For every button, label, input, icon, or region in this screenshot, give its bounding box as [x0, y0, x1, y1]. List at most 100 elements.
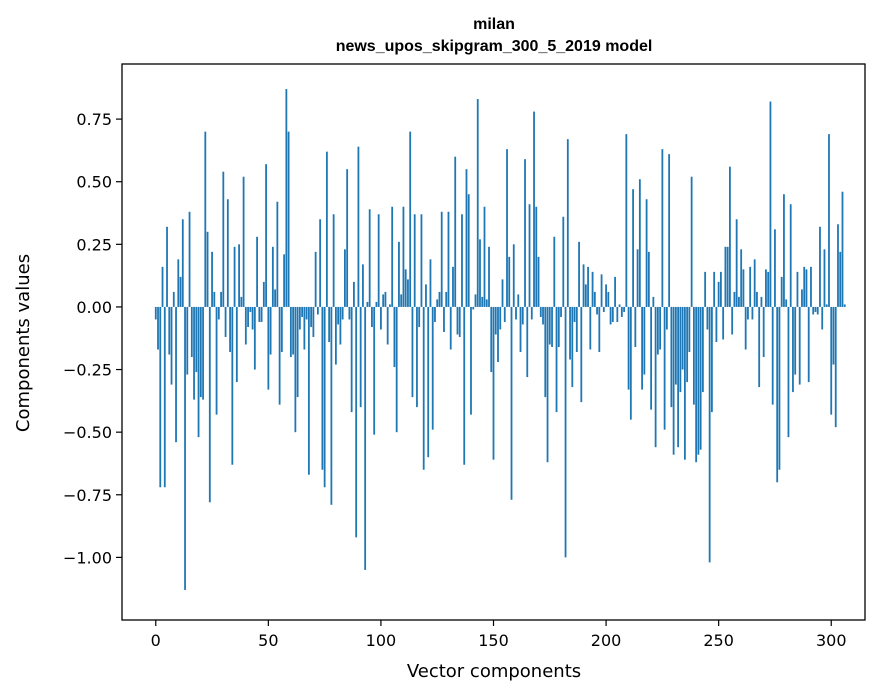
bar	[188, 211, 191, 307]
bar	[276, 201, 279, 307]
bar	[157, 306, 159, 350]
bar	[729, 166, 731, 307]
bar	[650, 306, 653, 410]
bar	[546, 306, 549, 463]
x-tick-label: 250	[703, 631, 734, 650]
bar	[247, 306, 249, 327]
bar	[837, 224, 839, 307]
bar	[416, 306, 418, 408]
bar	[816, 306, 819, 315]
bar	[422, 306, 425, 470]
bar	[386, 306, 389, 345]
bar	[605, 284, 607, 307]
bar	[821, 306, 824, 330]
bar	[310, 306, 313, 327]
x-tick-label: 50	[258, 631, 278, 650]
bar	[339, 306, 342, 345]
bar	[551, 306, 553, 348]
bar	[555, 306, 558, 413]
bar	[839, 251, 842, 307]
bar	[492, 306, 495, 460]
y-tick-label: 0.75	[76, 110, 112, 129]
bar	[575, 306, 578, 353]
bar	[515, 306, 517, 320]
bar	[481, 296, 484, 307]
bar	[242, 176, 245, 307]
bar	[355, 306, 358, 538]
bar	[474, 294, 477, 307]
bar	[602, 306, 605, 312]
bar	[843, 304, 846, 307]
bar	[688, 306, 691, 353]
bar	[798, 306, 801, 385]
y-axis-ticks: −1.00 −0.75 −0.50 −0.25 0.00 0.25 0.50 0.75	[63, 110, 122, 567]
bar	[407, 279, 409, 307]
bar	[418, 306, 421, 327]
bar	[701, 306, 704, 393]
bar	[526, 306, 529, 378]
bar	[794, 306, 797, 375]
bar	[398, 241, 400, 307]
bar	[638, 179, 641, 307]
bar	[436, 299, 439, 307]
bar	[440, 211, 443, 307]
bar	[283, 254, 286, 307]
bar	[717, 281, 720, 307]
bar	[582, 264, 585, 307]
bar	[692, 306, 695, 405]
bar	[465, 169, 468, 307]
bar	[278, 306, 281, 405]
bar	[269, 306, 272, 355]
bar	[213, 291, 216, 307]
bar	[445, 291, 448, 307]
y-tick-label: −1.00	[63, 548, 112, 567]
bar	[645, 199, 648, 307]
x-tick-label: 0	[151, 631, 161, 650]
bar	[314, 251, 317, 307]
bar	[679, 306, 682, 393]
bar	[776, 306, 779, 483]
bar	[325, 151, 328, 307]
bar	[177, 259, 180, 307]
bar	[294, 306, 297, 433]
bar	[301, 306, 304, 317]
bar	[756, 291, 758, 307]
bar	[738, 296, 740, 307]
bar	[382, 294, 385, 307]
bar	[672, 306, 675, 455]
bar	[834, 306, 837, 428]
bar	[564, 306, 567, 558]
bar	[699, 306, 702, 450]
bar	[292, 306, 295, 355]
bar	[159, 306, 162, 488]
bar	[724, 246, 727, 307]
bar	[814, 306, 817, 312]
bar	[488, 246, 490, 307]
bar	[598, 306, 601, 353]
bar	[600, 274, 603, 307]
bar	[235, 306, 238, 383]
bar	[708, 306, 711, 563]
bar	[305, 306, 308, 320]
bar	[519, 306, 522, 353]
bar	[674, 306, 677, 385]
bar	[463, 306, 466, 465]
bar	[425, 284, 427, 307]
bar	[434, 306, 436, 322]
bar	[521, 306, 524, 325]
bar	[751, 306, 754, 320]
chart-subtitle: news_upos_skipgram_300_5_2019 model	[336, 38, 653, 55]
bar	[458, 306, 461, 337]
bar	[823, 249, 826, 307]
bar	[364, 306, 367, 570]
bar	[778, 306, 781, 470]
bar	[224, 306, 227, 337]
bar	[172, 291, 175, 307]
bar	[472, 306, 475, 310]
bar	[690, 176, 693, 307]
bar	[578, 241, 580, 307]
bar	[287, 131, 290, 307]
bar	[616, 306, 619, 322]
bar	[431, 306, 434, 430]
bar	[503, 306, 506, 322]
